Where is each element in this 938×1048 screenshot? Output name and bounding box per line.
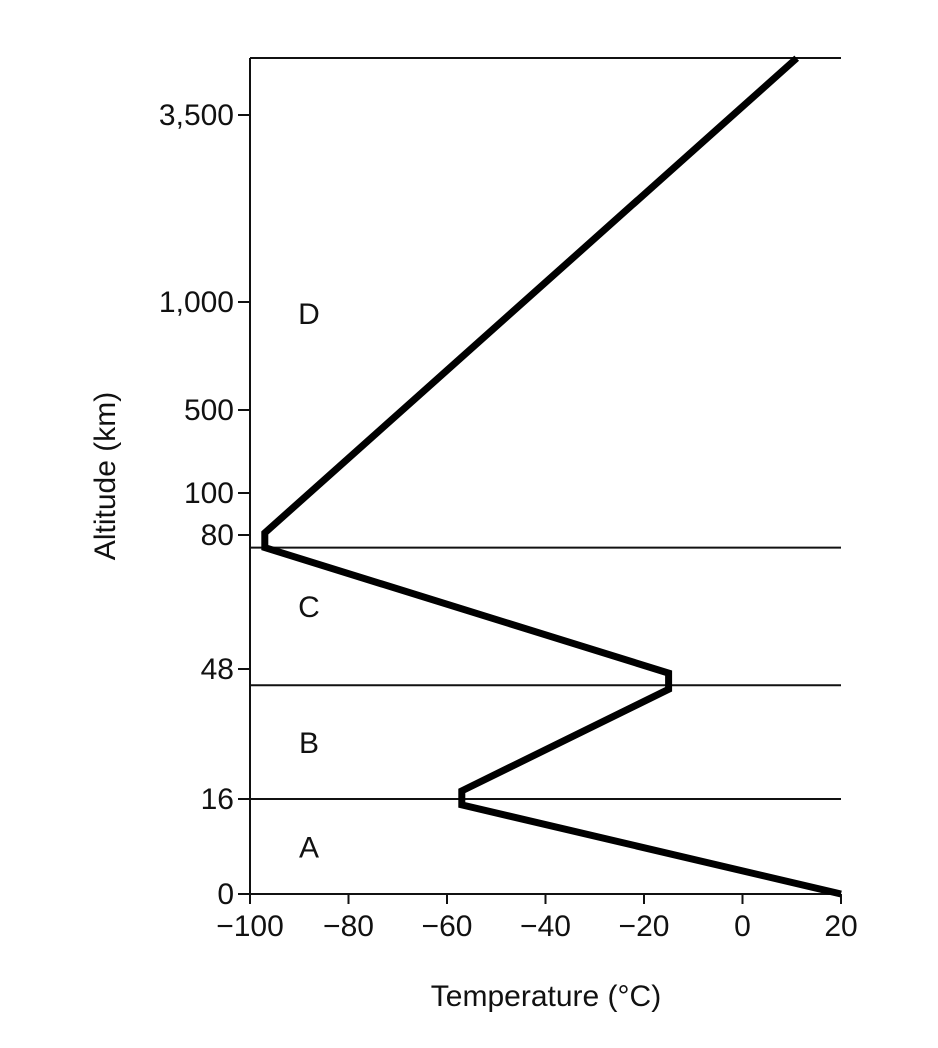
x-tick-label: 0 (734, 910, 751, 943)
x-tick-label: −100 (216, 910, 284, 943)
y-axis-label: Altitude (km) (89, 392, 122, 560)
y-tick-label: 0 (217, 878, 234, 911)
x-axis-label: Temperature (°C) (431, 980, 661, 1013)
x-tick-label: −40 (520, 910, 571, 943)
temperature-profile-line (261, 55, 842, 898)
x-tick-label: 20 (824, 910, 857, 943)
y-tick-label: 100 (184, 477, 234, 510)
y-tick-label: 1,000 (159, 286, 234, 319)
y-tick-label: 3,500 (159, 99, 234, 132)
region-label-c: C (298, 591, 320, 624)
x-tick-label: −20 (619, 910, 670, 943)
x-tick-label: −80 (323, 910, 374, 943)
region-label-d: D (298, 298, 320, 331)
y-tick-label: 48 (201, 653, 234, 686)
region-label-b: B (299, 727, 319, 760)
y-tick-label: 80 (201, 519, 234, 552)
region-label-a: A (299, 832, 319, 865)
y-tick-label: 500 (184, 394, 234, 427)
y-tick-label: 16 (201, 783, 234, 816)
x-tick-label: −60 (422, 910, 473, 943)
